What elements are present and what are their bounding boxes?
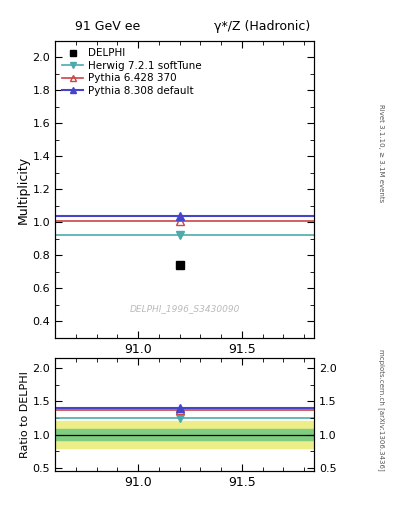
Bar <box>55 421 314 448</box>
Y-axis label: Multiplicity: Multiplicity <box>17 155 29 224</box>
Text: 91 GeV ee: 91 GeV ee <box>75 20 140 33</box>
Text: Rivet 3.1.10, ≥ 3.1M events: Rivet 3.1.10, ≥ 3.1M events <box>378 104 384 203</box>
Legend: DELPHI, Herwig 7.2.1 softTune, Pythia 6.428 370, Pythia 8.308 default: DELPHI, Herwig 7.2.1 softTune, Pythia 6.… <box>60 46 204 98</box>
Text: γ*/Z (Hadronic): γ*/Z (Hadronic) <box>214 20 310 33</box>
Text: mcplots.cern.ch [arXiv:1306.3436]: mcplots.cern.ch [arXiv:1306.3436] <box>378 349 385 471</box>
Y-axis label: Ratio to DELPHI: Ratio to DELPHI <box>20 371 29 458</box>
Bar <box>55 429 314 440</box>
Text: DELPHI_1996_S3430090: DELPHI_1996_S3430090 <box>130 304 240 313</box>
